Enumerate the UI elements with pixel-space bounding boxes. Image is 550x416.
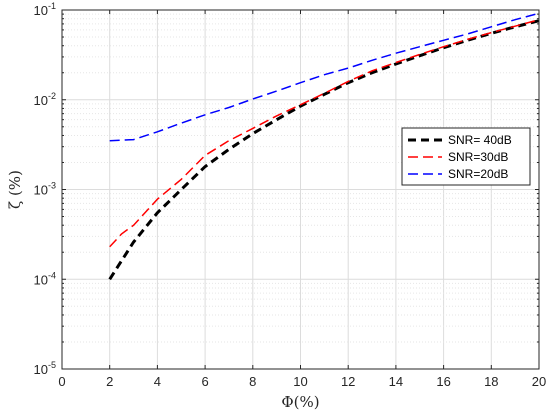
x-tick-label: 18 xyxy=(484,374,498,389)
x-axis: 0 2 4 6 8 10 12 14 16 18 20 xyxy=(58,10,546,389)
y-axis: 10-5 10-4 10-3 10-2 10-1 xyxy=(34,1,539,377)
x-tick-label: 20 xyxy=(532,374,546,389)
x-tick-label: 4 xyxy=(154,374,161,389)
series-group xyxy=(108,12,540,281)
x-tick-label: 2 xyxy=(106,374,113,389)
legend: SNR= 40dB SNR=30dB SNR=20dB xyxy=(401,127,531,186)
x-tick-label: 16 xyxy=(436,374,450,389)
legend-label: SNR=20dB xyxy=(448,167,508,181)
y-tick-label: 10-5 xyxy=(34,360,56,377)
x-tick-label: 12 xyxy=(341,374,355,389)
y-tick-label: 10-4 xyxy=(34,270,56,287)
y-axis-title: ζ (%) xyxy=(6,170,24,209)
legend-label: SNR=30dB xyxy=(448,150,508,164)
y-tick-label: 10-2 xyxy=(34,91,56,108)
x-tick-label: 6 xyxy=(201,374,208,389)
y-tick-label: 10-1 xyxy=(34,1,56,18)
y-tick-label: 10-3 xyxy=(34,181,56,198)
x-tick-label: 14 xyxy=(389,374,403,389)
series-line xyxy=(109,12,540,142)
x-axis-title: Φ(%) xyxy=(281,393,319,411)
legend-label: SNR= 40dB xyxy=(448,133,512,147)
x-tick-label: 10 xyxy=(293,374,307,389)
x-tick-label: 8 xyxy=(249,374,256,389)
x-tick-label: 0 xyxy=(58,374,65,389)
series-line xyxy=(108,19,540,281)
